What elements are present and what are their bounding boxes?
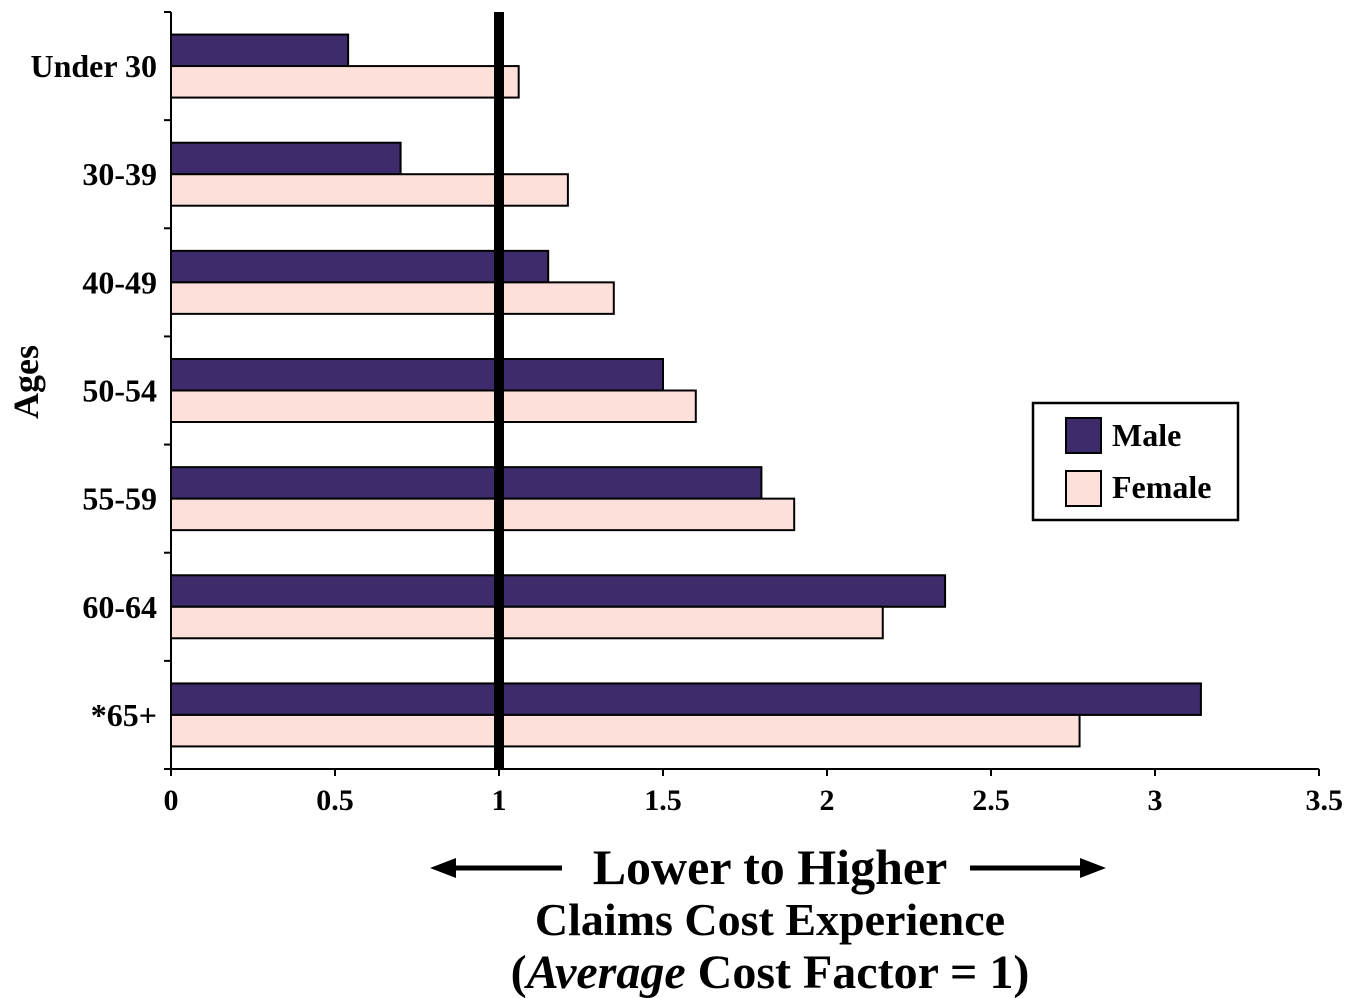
bar-male-5 — [170, 574, 947, 608]
caption-line-3-italic: Average — [524, 946, 686, 998]
legend-label-male: Male — [1112, 417, 1181, 453]
bar-female-2 — [170, 281, 615, 315]
x-tick-label: 3 — [1148, 784, 1163, 817]
category-label: 55-59 — [82, 481, 157, 517]
labels-layer: Under 30 30-39 40-49 50-54 55-59 60-64 *65+ 0 0.… — [30, 48, 1343, 817]
x-tick-label: 3.5 — [1306, 784, 1344, 817]
bar-male-0 — [170, 33, 350, 68]
x-tick-label: 2.5 — [972, 784, 1010, 817]
x-tick-label: 1.5 — [644, 784, 682, 817]
category-label: 30-39 — [82, 156, 157, 192]
bar-female-3 — [170, 389, 697, 423]
category-label: 50-54 — [82, 373, 157, 409]
caption-line-2: Claims Cost Experience — [535, 894, 1005, 945]
legend-label-female: Female — [1112, 469, 1212, 505]
bar-female-0 — [170, 65, 520, 99]
legend-swatch-female — [1065, 470, 1102, 507]
x-tick-label: 0.5 — [316, 784, 354, 817]
caption: Lower to Higher Claims Cost Experience (… — [430, 839, 1106, 998]
caption-line-3-open: ( — [511, 946, 527, 998]
caption-line-3-rest: Cost Factor = 1) — [686, 946, 1030, 998]
bar-male-1 — [170, 141, 402, 176]
category-label: 40-49 — [82, 264, 157, 300]
category-label: Under 30 — [30, 48, 157, 84]
y-axis-title: Ages — [6, 345, 46, 419]
bar-female-6 — [170, 713, 1081, 748]
legend: Male Female — [1031, 401, 1240, 522]
category-label: *65+ — [91, 697, 157, 733]
bar-male-3 — [170, 358, 664, 392]
bar-female-5 — [170, 605, 884, 640]
bar-male-4 — [170, 466, 763, 500]
left-arrow — [430, 858, 562, 878]
bars-layer — [170, 33, 1202, 748]
caption-line-3: (Average Cost Factor = 1) — [511, 946, 1030, 998]
bar-female-1 — [170, 173, 569, 207]
x-tick-label: 1 — [492, 784, 507, 817]
category-label: 60-64 — [82, 589, 157, 625]
right-arrow — [970, 858, 1106, 878]
bar-male-2 — [170, 249, 550, 284]
bar-female-4 — [170, 497, 796, 532]
bar-male-6 — [170, 682, 1202, 716]
x-tick-label: 2 — [820, 784, 835, 817]
x-tick-label: 0 — [164, 784, 179, 817]
legend-swatch-male — [1065, 417, 1102, 454]
caption-line-1: Lower to Higher — [593, 839, 948, 895]
axes-layer — [164, 11, 1320, 776]
